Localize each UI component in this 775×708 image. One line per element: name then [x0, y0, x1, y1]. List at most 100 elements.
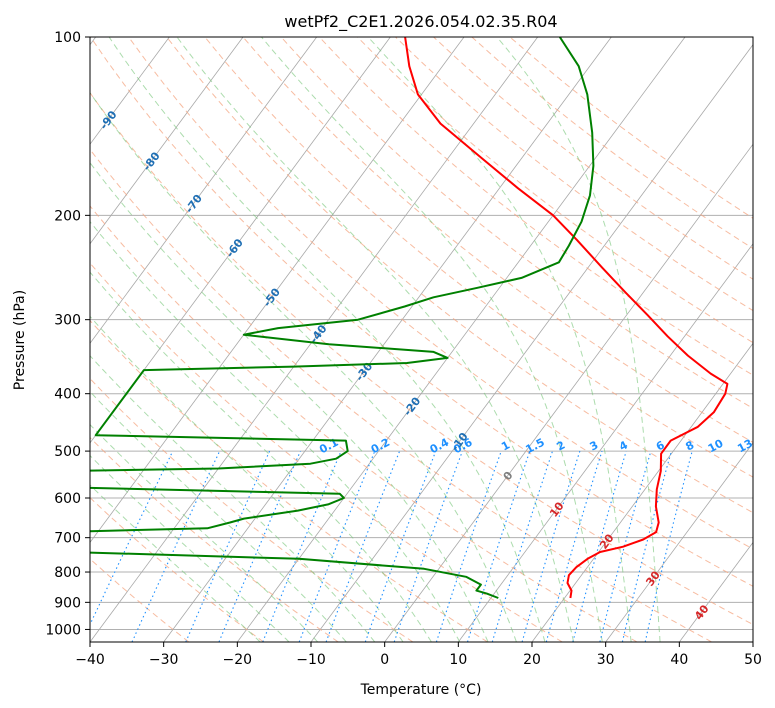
isotherm-gridlines	[90, 37, 753, 642]
moist-adiabat-line	[367, 37, 632, 642]
isotherm-line	[163, 37, 612, 642]
isobar-gridlines	[90, 37, 753, 630]
mixing-ratio-line	[131, 450, 221, 642]
moist-adiabat-line	[496, 37, 661, 642]
y-tick-label: 500	[54, 444, 81, 460]
x-tick-label: 0	[380, 652, 389, 668]
isotherm-line	[90, 37, 539, 642]
moist-adiabat-line	[90, 484, 261, 642]
dry-adiabat-line	[90, 319, 488, 642]
x-tick-label: −40	[75, 652, 105, 668]
isotherm-line	[605, 442, 753, 642]
mixing-ratio-label: 13	[735, 437, 755, 456]
moist-adiabat-line	[90, 91, 517, 642]
plot-area: 0.10.20.40.611.52346810131620253036 -100…	[51, 37, 775, 642]
moist-adiabat-line	[176, 37, 575, 642]
isotherm-line	[384, 143, 753, 642]
y-tick-label: 700	[54, 531, 81, 547]
mixing-ratio-line	[621, 450, 672, 642]
x-tick-label: 40	[670, 652, 688, 668]
mixing-ratio-line	[572, 450, 627, 642]
moist-adiabat-line	[90, 390, 347, 642]
y-tick-label: 200	[54, 208, 81, 224]
x-tick-label: 20	[523, 652, 541, 668]
moist-adiabat-line	[90, 454, 290, 642]
moist-adiabats	[90, 37, 661, 642]
x-axis-ticks: −40 −30 −20 −10 0 10 20 30 40 50	[75, 642, 762, 668]
y-tick-label: 300	[54, 313, 81, 329]
y-tick-label: 900	[54, 595, 81, 611]
dry-adiabat-line	[90, 37, 753, 587]
isotherm-label: 10	[547, 499, 567, 519]
isotherm-line	[237, 37, 686, 642]
sounding-series	[90, 37, 729, 599]
mixing-ratio-line	[435, 450, 502, 642]
mixing-ratio-line	[262, 450, 342, 642]
isotherm-line	[310, 44, 753, 642]
mixing-ratio-line	[545, 450, 603, 642]
mixing-ratio-line	[325, 450, 401, 642]
x-tick-label: −10	[296, 652, 326, 668]
dry-adiabat-line	[280, 37, 753, 409]
isotherm-line	[90, 37, 244, 245]
x-tick-label: 10	[449, 652, 467, 668]
x-tick-label: 30	[597, 652, 615, 668]
mixing-ratio-line	[466, 450, 531, 642]
x-tick-label: −30	[149, 652, 179, 668]
moist-adiabat-line	[261, 37, 603, 642]
isotherm-line	[90, 37, 465, 544]
moist-adiabat-line	[90, 271, 432, 642]
y-tick-label: 100	[54, 30, 81, 46]
plot-frame	[89, 36, 754, 643]
mixing-ratio-line	[521, 450, 581, 642]
dry-adiabat-line	[166, 37, 753, 514]
y-axis-label: Pressure (hPa)	[12, 290, 28, 390]
isotherm-line	[679, 541, 753, 642]
moist-adiabat-line	[90, 161, 489, 642]
dry-adiabat-line	[90, 377, 414, 642]
y-tick-label: 400	[54, 387, 81, 403]
mixing-ratio-label: 16	[765, 437, 775, 456]
dry-adiabat-line	[509, 37, 753, 219]
isotherm-line	[531, 342, 753, 642]
isotherm-label: -70	[183, 192, 206, 216]
mixing-ratio-label: 0.1	[317, 436, 340, 457]
mixing-ratio-label: 1.5	[523, 436, 546, 457]
mixing-ratio-lines	[90, 450, 693, 642]
mixing-ratio-label: 10	[706, 437, 726, 456]
x-tick-label: 50	[744, 652, 762, 668]
mixing-ratio-line	[491, 450, 554, 642]
x-axis-label: Temperature (°C)	[360, 682, 482, 698]
dry-adiabat-line	[395, 37, 753, 312]
dry-adiabat-line	[90, 262, 563, 642]
mixing-ratio-line	[90, 450, 174, 626]
isotherm-line	[90, 37, 318, 345]
isotherm-line	[90, 37, 170, 145]
chart-title: wetPf2_C2E1.2026.054.02.35.R04	[284, 12, 557, 32]
dry-adiabat-line	[128, 37, 753, 550]
dry-adiabat-line	[90, 205, 638, 642]
mixing-ratio-line	[393, 450, 463, 642]
mixing-ratio-line	[364, 450, 437, 642]
x-tick-label: −20	[223, 652, 253, 668]
moist-adiabat-line	[90, 355, 376, 642]
moist-adiabat-line	[90, 315, 404, 642]
dry-adiabat-line	[471, 37, 753, 250]
dewpoint-line	[90, 37, 595, 599]
dry-adiabat-line	[90, 91, 753, 626]
isotherm-label: -20	[401, 394, 424, 418]
mixing-ratio-line	[298, 450, 376, 642]
dry-adiabat-line	[318, 37, 753, 376]
y-tick-label: 1000	[45, 622, 81, 638]
dry-adiabat-line	[90, 148, 712, 642]
isotherm-label: -100	[51, 65, 78, 95]
mixing-ratio-line	[185, 450, 271, 642]
moist-adiabat-line	[108, 37, 546, 642]
mixing-ratio-labels: 0.10.20.40.611.52346810131620253036	[317, 436, 775, 457]
isotherm-label: -60	[224, 236, 247, 260]
dry-adiabat-line	[357, 37, 753, 344]
isotherm-line	[752, 641, 753, 642]
isotherm-label: -80	[140, 149, 163, 173]
moist-adiabat-line	[90, 423, 319, 642]
